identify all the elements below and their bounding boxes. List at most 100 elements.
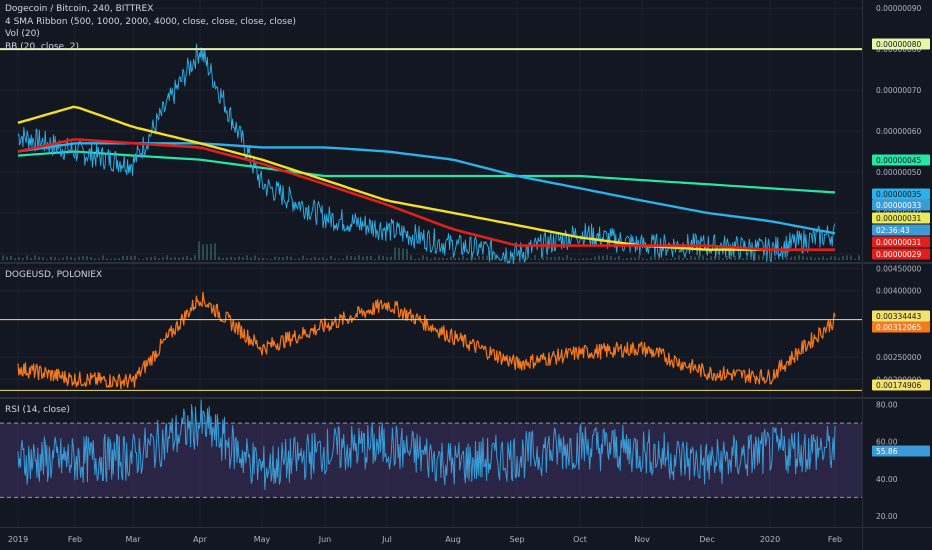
legend-bollinger[interactable]: BB (20, close, 2) <box>5 41 80 52</box>
rsi-tick-label: 80.00 <box>876 401 898 410</box>
volume-bar <box>714 255 716 260</box>
volume-bar <box>118 258 120 260</box>
price-tag <box>872 321 930 333</box>
volume-bar <box>554 256 556 260</box>
volume-bar <box>618 255 620 260</box>
volume-bar <box>122 255 124 260</box>
rsi-line <box>17 399 836 491</box>
volume-bar <box>374 258 376 260</box>
volume-bar <box>262 257 264 260</box>
volume-bar <box>246 255 248 260</box>
volume-bar <box>194 255 196 260</box>
volume-bar <box>478 255 480 260</box>
rsi-band-fill <box>0 423 862 498</box>
price-tag <box>872 38 930 50</box>
volume-bar <box>746 255 748 260</box>
horizontal-lines <box>0 48 862 391</box>
volume-bar <box>38 256 40 260</box>
volume-bar <box>130 256 132 260</box>
price-tag-label: 0.00000033 <box>876 201 922 210</box>
volume-bar <box>734 255 736 260</box>
pane-divider[interactable] <box>0 262 932 264</box>
legend-rsi[interactable]: RSI (14, close) <box>5 405 70 415</box>
volume-bar <box>694 256 696 260</box>
time-tick-label: Jun <box>318 535 332 544</box>
time-axis[interactable]: 2019 Feb Mar Apr May Jun Jul Aug Sep Oct Nov Dec 202… <box>8 535 842 544</box>
volume-bar <box>74 258 76 260</box>
volume-bar <box>650 256 652 260</box>
volume-bar <box>586 258 588 260</box>
price-tag <box>872 379 930 391</box>
volume-bar <box>502 258 504 260</box>
volume-bar <box>730 256 732 260</box>
volume-bar <box>522 258 524 260</box>
pane-divider[interactable] <box>0 397 932 399</box>
volume-bar <box>834 256 836 260</box>
volume-bar <box>814 258 816 260</box>
volume-bar <box>114 258 116 260</box>
volume-bar <box>378 255 380 260</box>
legend-dogeusd[interactable]: DOGEUSD, POLONIEX <box>5 270 103 280</box>
price-axis-line <box>862 0 863 550</box>
volume-bar <box>842 256 844 260</box>
volume-bar <box>722 258 724 260</box>
volume-bar <box>206 244 208 260</box>
rsi-tick-label: 40.00 <box>876 475 898 484</box>
volume-bar <box>562 257 564 260</box>
volume-bar <box>382 255 384 260</box>
time-tick-label: Oct <box>573 535 587 544</box>
volume-bar <box>758 255 760 260</box>
rsi-band <box>0 422 862 498</box>
volume-bar <box>718 255 720 260</box>
volume-bar <box>846 255 848 260</box>
price-tick-label: 0.00000070 <box>876 86 922 95</box>
time-tick-label: Nov <box>634 535 650 544</box>
price-tick-label: 0.00000050 <box>876 168 922 177</box>
volume-bar <box>158 258 160 260</box>
volume-bar <box>350 255 352 260</box>
legend-sma-ribbon[interactable]: 4 SMA Ribbon (500, 1000, 2000, 4000, clo… <box>5 16 297 27</box>
price-tick-label: 0.00250000 <box>876 353 922 362</box>
volume-bar <box>726 255 728 260</box>
volume-bar <box>510 255 512 260</box>
volume-bar <box>670 258 672 260</box>
volume-bar <box>358 255 360 260</box>
series-layer <box>2 43 860 491</box>
volume-bar <box>226 257 228 260</box>
time-tick-label: Feb <box>828 535 842 544</box>
volume-bar <box>802 255 804 260</box>
price-tag <box>872 236 930 248</box>
volume-bar <box>702 255 704 260</box>
volume-bar <box>406 248 408 260</box>
volume-bar <box>518 258 520 260</box>
volume-bar <box>798 255 800 260</box>
volume-bar <box>706 257 708 260</box>
volume-bar <box>682 257 684 260</box>
time-tick-label: 2019 <box>8 535 28 544</box>
volume-bar <box>6 256 8 260</box>
volume-bar <box>490 257 492 260</box>
volume-bar <box>738 257 740 260</box>
volume-bar <box>342 258 344 260</box>
volume-bar <box>558 256 560 260</box>
volume-bar <box>106 258 108 260</box>
volume-bar <box>398 247 400 260</box>
price-tag-label: 0.00334443 <box>876 312 922 321</box>
volume-bar <box>334 258 336 260</box>
volume-bar <box>54 257 56 260</box>
volume-bar <box>470 257 472 260</box>
volume-bar <box>850 255 852 260</box>
volume-bar <box>26 255 28 260</box>
price-tag-label: 0.00000031 <box>876 238 922 247</box>
volume-bar <box>458 257 460 260</box>
time-axis-line <box>0 527 932 528</box>
volume-bar <box>110 258 112 260</box>
volume-bar <box>486 255 488 260</box>
volume-bar <box>274 256 276 260</box>
legend-volume[interactable]: Vol (20) <box>5 29 40 39</box>
volume-bar <box>630 257 632 260</box>
legend-symbol[interactable]: Dogecoin / Bitcoin, 240, BITTREX <box>5 4 154 14</box>
volume-bar <box>178 257 180 260</box>
volume-bar <box>654 256 656 260</box>
